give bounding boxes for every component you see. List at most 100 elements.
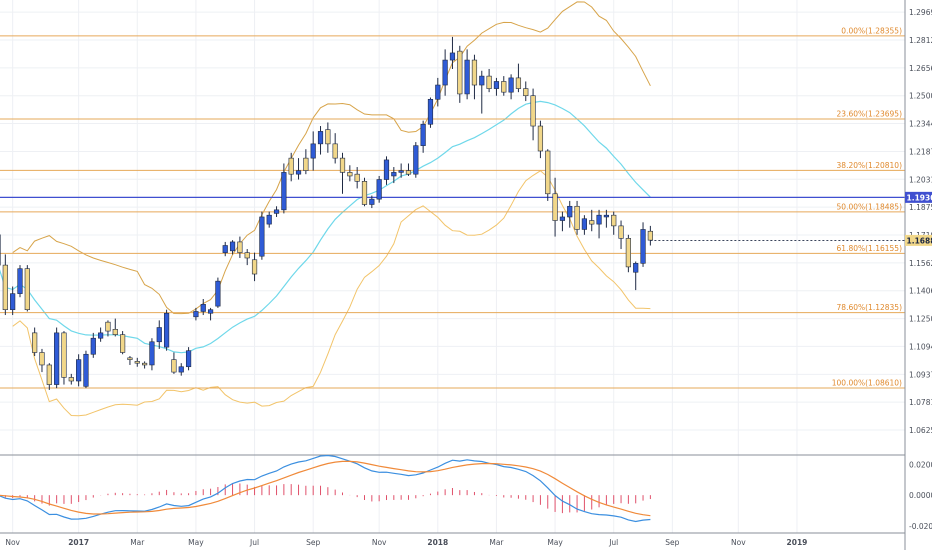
fib-level-label: 78.60%(1.12835) [837, 303, 903, 312]
candle-body [487, 76, 492, 88]
candle-body [318, 131, 323, 143]
candle [377, 176, 382, 203]
candle-body [399, 171, 404, 173]
candle-body [25, 269, 30, 310]
candle-body [406, 171, 411, 175]
candle-body [106, 322, 111, 331]
time-tick-label: Nov [5, 538, 20, 547]
candle-body [179, 367, 184, 372]
candle-body [10, 294, 15, 310]
price-tick-label: 1.20315 [909, 175, 932, 184]
time-tick-label: Nov [731, 538, 746, 547]
candle-body [465, 60, 470, 94]
price-tick-label: 1.12500 [909, 315, 932, 324]
candle-body [370, 199, 375, 204]
candle [362, 178, 367, 207]
candle-body [157, 328, 162, 342]
price-tick-label: 1.09375 [909, 370, 932, 379]
candle-body [392, 172, 397, 176]
price-tick-label: 1.10940 [909, 342, 932, 351]
candle-body [230, 242, 235, 251]
candle-body [282, 172, 287, 209]
price-tick-label: 1.14065 [909, 287, 932, 296]
fib-level-label: 38.20%(1.20810) [837, 161, 903, 170]
candle-body [362, 181, 367, 204]
candle-body [194, 311, 199, 316]
candle-body [40, 352, 45, 364]
price-tick-label: 1.06250 [909, 426, 932, 435]
time-tick-label: Mar [130, 538, 145, 547]
fib-level-label: 100.00%(1.08610) [832, 378, 902, 387]
candle-body [135, 361, 140, 363]
time-tick-label: Sep [665, 538, 679, 547]
candle-body [516, 78, 521, 89]
candle [414, 142, 419, 178]
candle [18, 265, 23, 297]
price-tick-label: 1.07815 [909, 398, 932, 407]
time-tick-label: Mar [489, 538, 504, 547]
fib-level-label: 23.60%(1.23695) [837, 109, 903, 118]
time-tick-label: Nov [372, 538, 387, 547]
candle-body [201, 304, 206, 311]
candle-body [208, 310, 213, 314]
candle-body [260, 217, 265, 256]
candle [54, 328, 59, 389]
candle-body [142, 363, 147, 365]
candle-body [186, 351, 191, 367]
candle-body [32, 333, 37, 353]
candle-body [47, 365, 52, 385]
candle-body [538, 126, 543, 151]
candle-body [494, 81, 499, 88]
resistance-price-flag: 1.19300 [905, 192, 932, 203]
candle-body [355, 174, 360, 181]
time-tick-label: 2018 [427, 538, 448, 547]
candle-body [223, 245, 228, 252]
candle-body [633, 263, 638, 272]
candle-body [641, 229, 646, 263]
price-tick-label: 1.18750 [909, 203, 932, 212]
candle-body [597, 215, 602, 224]
candle-body [648, 231, 653, 240]
candle-body [267, 215, 272, 224]
candle-body [326, 130, 331, 144]
price-tick-label: 1.21875 [909, 147, 932, 156]
candle [260, 212, 265, 260]
candle-body [421, 124, 426, 145]
candle [164, 310, 169, 351]
candle [62, 331, 67, 384]
oscillator-tick-label: 0.0000 [909, 491, 932, 500]
candle-body [311, 144, 316, 158]
price-tick-label: 1.25000 [909, 92, 932, 101]
candle-body [560, 217, 565, 221]
time-tick-label: Sep [306, 538, 320, 547]
time-tick-label: Jul [249, 538, 259, 547]
candle-body [377, 180, 382, 200]
candle-body [472, 60, 477, 85]
candle-body [531, 96, 536, 126]
candle-body [428, 99, 433, 124]
price-tick-label: 1.23440 [909, 120, 932, 129]
time-tick-label: 2017 [68, 538, 89, 547]
last-price-flag: 1.16885 [905, 235, 932, 246]
candle-body [289, 158, 294, 174]
last-price-flag-text: 1.16885 [907, 236, 932, 245]
time-tick-label: May [547, 538, 563, 547]
candle [626, 235, 631, 272]
candle-body [604, 215, 609, 217]
candle-body [216, 281, 221, 306]
candle-body [274, 210, 279, 214]
candle [545, 149, 550, 201]
candle [216, 278, 221, 308]
candle-body [457, 51, 462, 94]
candle-body [84, 354, 89, 386]
candle [84, 351, 89, 388]
price-tick-label: 1.29690 [909, 8, 932, 17]
candle-body [245, 253, 250, 258]
candle-body [54, 333, 59, 385]
candle-body [523, 89, 528, 96]
fib-level-label: 50.00%(1.18485) [837, 202, 903, 211]
candle-body [91, 338, 96, 354]
